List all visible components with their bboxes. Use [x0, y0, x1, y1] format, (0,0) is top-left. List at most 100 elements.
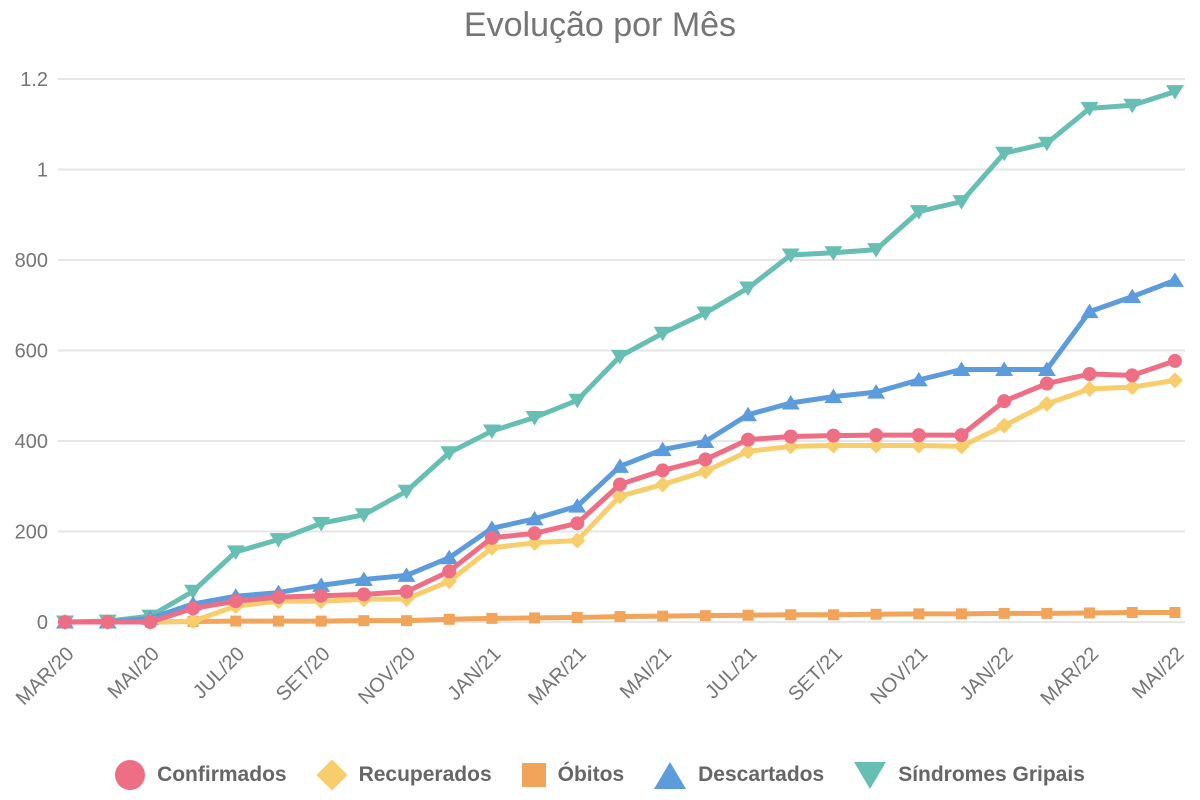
data-point-sindromes-gripais: [1165, 85, 1184, 100]
data-point-descartados: [739, 406, 758, 422]
data-point-obitos: [785, 609, 797, 621]
data-point-recuperados: [782, 438, 799, 455]
data-point-obitos: [529, 612, 541, 624]
data-point-confirmados: [570, 516, 585, 531]
x-axis-tick-label: MAR/22: [1036, 643, 1103, 710]
data-point-descartados: [568, 498, 587, 513]
data-point-confirmados: [484, 530, 499, 545]
data-point-sindromes-gripais: [397, 484, 416, 500]
data-point-confirmados: [1167, 353, 1182, 368]
data-point-confirmados: [612, 477, 627, 492]
legend-label: Descartados: [698, 763, 825, 786]
data-point-obitos: [614, 611, 626, 623]
data-point-recuperados: [611, 488, 628, 505]
data-point-confirmados: [143, 615, 158, 629]
legend-item-descartados[interactable]: Descartados: [654, 761, 825, 789]
data-point-obitos: [1126, 606, 1138, 618]
chart-legend: Confirmados Recuperados Óbitos Descartados S…: [0, 759, 1200, 791]
data-point-sindromes-gripais: [610, 349, 629, 365]
series-recuperados: [57, 372, 1183, 630]
data-point-confirmados: [442, 564, 457, 579]
data-point-sindromes-gripais: [952, 195, 971, 210]
legend-item-confirmados[interactable]: Confirmados: [115, 760, 287, 790]
triangle-up-legend-marker-icon: [654, 761, 687, 789]
data-point-descartados: [1037, 361, 1056, 377]
x-axis-tick-label: NOV/20: [354, 643, 420, 709]
data-point-recuperados: [1124, 379, 1141, 396]
data-point-recuperados: [868, 437, 885, 454]
data-point-recuperados: [1038, 395, 1055, 412]
data-point-recuperados: [441, 573, 458, 590]
data-point-recuperados: [569, 532, 586, 549]
data-point-descartados: [1165, 272, 1184, 287]
y-axis-tick-label: 0: [37, 612, 48, 634]
data-point-sindromes-gripais: [568, 393, 587, 409]
data-point-descartados: [1080, 303, 1099, 319]
x-axis-tick-label: MAI/21: [616, 643, 676, 703]
data-point-recuperados: [1081, 380, 1098, 397]
data-point-descartados: [440, 549, 459, 565]
data-point-confirmados: [826, 428, 841, 443]
data-point-sindromes-gripais: [1123, 98, 1142, 114]
data-point-sindromes-gripais: [739, 281, 758, 297]
data-point-recuperados: [697, 463, 714, 480]
y-axis-tick-label: 1: [37, 160, 48, 182]
data-point-confirmados: [698, 452, 713, 467]
data-point-descartados: [995, 361, 1014, 377]
data-point-confirmados: [58, 615, 72, 629]
data-point-descartados: [696, 433, 715, 448]
data-point-descartados: [482, 520, 501, 535]
data-point-recuperados: [654, 476, 671, 493]
data-point-descartados: [824, 388, 843, 404]
data-point-descartados: [397, 567, 416, 582]
series-confirmados: [58, 353, 1182, 629]
y-axis-tick-label: 200: [15, 522, 48, 544]
line-chart-plot-area[interactable]: 1.2 1 800 600 400 200 0 MAR/20 MAI/20 JUL/20 SET/2…: [0, 0, 1200, 738]
y-axis-tick-label: 800: [15, 250, 48, 272]
legend-label: Óbitos: [557, 763, 625, 786]
x-axis-tick-label: MAI/22: [1128, 643, 1188, 703]
x-axis-tick-label: MAR/21: [524, 643, 591, 710]
circle-legend-marker-icon: [115, 760, 146, 790]
x-axis-tick-label: JAN/21: [443, 643, 505, 705]
data-point-obitos: [571, 611, 583, 623]
data-point-confirmados: [100, 615, 115, 629]
legend-label: Confirmados: [157, 763, 287, 786]
series-descartados: [56, 272, 1184, 629]
x-axis-tick-label: JAN/22: [956, 643, 1018, 705]
data-point-sindromes-gripais: [867, 243, 886, 258]
data-point-obitos: [315, 615, 327, 627]
data-point-sindromes-gripais: [482, 424, 501, 440]
data-point-obitos: [272, 615, 284, 627]
x-axis-tick-label: MAI/20: [104, 643, 164, 703]
data-point-recuperados: [825, 437, 842, 454]
data-point-sindromes-gripais: [226, 545, 245, 560]
legend-item-recuperados[interactable]: Recuperados: [316, 759, 492, 791]
legend-item-sindromes-gripais[interactable]: Síndromes Gripais: [854, 761, 1085, 789]
x-axis-tick-label: SET/21: [784, 643, 847, 706]
data-point-obitos: [1041, 607, 1053, 619]
data-point-confirmados: [1082, 367, 1097, 382]
data-point-recuperados: [1166, 372, 1183, 389]
data-point-obitos: [230, 615, 242, 627]
data-point-obitos: [870, 608, 882, 620]
data-point-sindromes-gripais: [653, 326, 672, 342]
data-point-obitos: [443, 613, 455, 625]
data-point-obitos: [657, 610, 669, 622]
data-point-recuperados: [740, 443, 757, 460]
data-point-confirmados: [655, 463, 670, 478]
legend-label: Recuperados: [358, 763, 492, 786]
data-point-obitos: [742, 609, 754, 621]
data-point-descartados: [781, 394, 800, 410]
series-sindromes-gripais: [56, 85, 1184, 630]
data-point-confirmados: [1039, 376, 1054, 391]
data-point-obitos: [358, 615, 370, 627]
data-point-confirmados: [1125, 368, 1140, 383]
data-point-confirmados: [869, 428, 884, 443]
data-point-confirmados: [399, 584, 414, 599]
legend-item-obitos[interactable]: Óbitos: [521, 763, 625, 787]
y-axis-tick-label: 400: [15, 431, 48, 453]
data-point-descartados: [525, 510, 544, 526]
data-point-confirmados: [314, 588, 329, 603]
data-point-sindromes-gripais: [909, 205, 928, 220]
